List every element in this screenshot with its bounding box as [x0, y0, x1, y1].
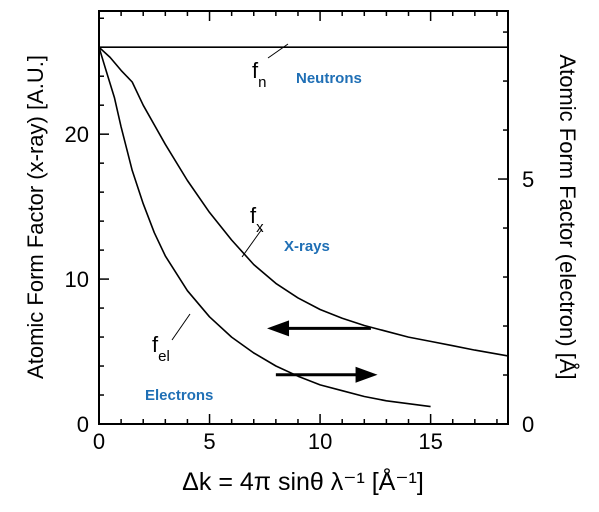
series-line-x-rays: [98, 46, 509, 357]
plot-frame: [98, 10, 509, 425]
series-name-electrons: Electrons: [145, 387, 213, 404]
series-name-neutrons: Neutrons: [296, 70, 362, 87]
arrows-layer: [267, 320, 378, 383]
y-left-tick-label: 20: [65, 122, 89, 147]
y-axis-right-label: Atomic Form Factor (electron) [Å]: [555, 54, 580, 379]
curve-label-main: f: [250, 203, 257, 228]
x-tick-label: 10: [308, 429, 332, 454]
x-tick-label: 5: [203, 429, 215, 454]
curve-label-x-rays: fx: [250, 203, 264, 236]
y-left-tick-label: 0: [77, 412, 89, 437]
arrow-head: [267, 320, 290, 337]
leader-line: [171, 313, 191, 341]
y-right-tick-label: 0: [522, 412, 534, 437]
curve-label-main: f: [152, 332, 159, 357]
x-axis-label: Δk = 4π sinθ λ⁻¹ [Å⁻¹]: [182, 466, 424, 496]
curve-label-subscript: n: [258, 74, 266, 91]
curve-label-main: f: [252, 58, 259, 83]
curve-label-electrons: fel: [152, 332, 170, 365]
series-line-electrons: [98, 46, 431, 408]
curve-label-subscript: x: [256, 219, 264, 236]
series-layer: [98, 46, 509, 408]
y-right-tick-label: 5: [522, 167, 534, 192]
leader-line: [241, 228, 263, 258]
y-axis-left-label: Atomic Form Factor (x-ray) [A.U.]: [23, 55, 48, 379]
y-left-tick-label: 10: [65, 267, 89, 292]
direction-arrow: [267, 320, 371, 337]
leader-line: [267, 43, 289, 59]
series-name-x-rays: X-rays: [284, 238, 330, 255]
x-tick-label: 0: [93, 429, 105, 454]
arrow-head: [355, 366, 378, 383]
direction-arrow: [275, 366, 378, 383]
x-tick-label: 15: [418, 429, 442, 454]
curve-label-subscript: el: [158, 348, 170, 365]
curve-label-neutrons: fn: [252, 58, 266, 91]
